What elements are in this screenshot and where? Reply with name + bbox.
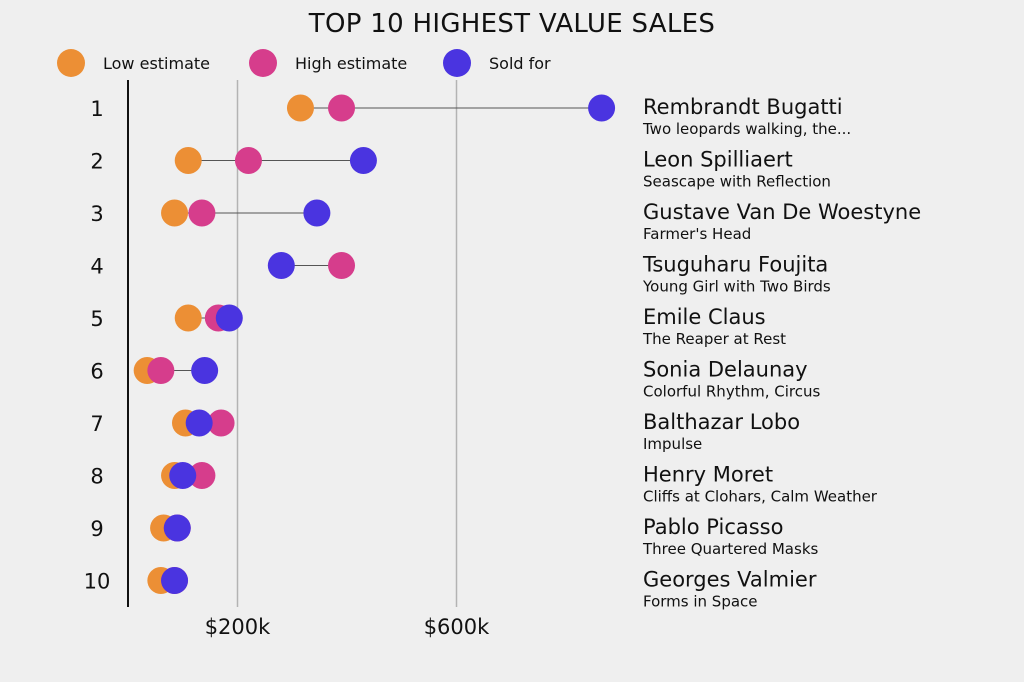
artwork-title: Two leopards walking, the...	[642, 120, 851, 138]
artist-name: Emile Claus	[643, 305, 766, 329]
artwork-title: Colorful Rhythm, Circus	[643, 383, 820, 401]
high-estimate-dot	[147, 357, 175, 384]
sold-for-dot	[267, 252, 295, 279]
artwork-title: Impulse	[643, 435, 702, 453]
rank-label: 10	[84, 570, 111, 594]
high-estimate-dot	[188, 462, 216, 489]
high-estimate-dot	[328, 252, 356, 279]
legend-label-low-estimate: Low estimate	[103, 53, 210, 73]
x-tick-label: $600k	[424, 615, 490, 639]
legend-swatch-sold-for	[443, 49, 471, 77]
artist-name: Henry Moret	[643, 463, 773, 487]
artist-name: Georges Valmier	[643, 568, 817, 592]
sold-for-dot	[215, 304, 243, 332]
high-estimate-dot	[328, 94, 356, 122]
artwork-title: Three Quartered Masks	[642, 540, 819, 558]
rank-label: 8	[90, 465, 103, 489]
rank-label: 2	[90, 150, 103, 174]
legend-item-high-estimate: High estimate	[249, 48, 407, 78]
artwork-title: Young Girl with Two Birds	[642, 278, 831, 296]
rank-label: 6	[90, 360, 103, 384]
sold-for-dot	[163, 514, 191, 542]
sold-for-dot	[169, 462, 197, 489]
low-estimate-dot	[286, 94, 314, 122]
high-estimate-dot	[207, 409, 235, 437]
artist-name: Pablo Picasso	[643, 515, 783, 539]
artist-name: Leon Spilliaert	[643, 148, 793, 172]
low-estimate-dot	[174, 304, 202, 332]
artwork-title: Forms in Space	[643, 593, 758, 611]
artwork-title: Cliffs at Clohars, Calm Weather	[643, 488, 878, 506]
legend-item-sold-for: Sold for	[443, 48, 551, 78]
sold-for-dot	[349, 147, 377, 174]
high-estimate-dot	[188, 199, 216, 227]
legend-item-low-estimate: Low estimate	[57, 48, 210, 78]
artist-name: Sonia Delaunay	[643, 358, 808, 382]
rank-label: 7	[90, 412, 103, 436]
sold-for-dot	[185, 409, 213, 437]
low-estimate-dot	[161, 199, 189, 227]
rank-label: 5	[90, 307, 103, 331]
artist-name: Rembrandt Bugatti	[643, 95, 843, 119]
sold-for-dot	[588, 94, 616, 122]
artist-name: Balthazar Lobo	[643, 410, 800, 434]
legend-label-high-estimate: High estimate	[295, 53, 408, 73]
low-estimate-dot	[174, 147, 202, 174]
rank-label: 1	[90, 97, 103, 121]
rank-label: 3	[90, 202, 103, 226]
chart-title: TOP 10 HIGHEST VALUE SALES	[308, 9, 716, 39]
high-estimate-dot	[234, 147, 262, 174]
artist-name: Tsuguharu Foujita	[642, 253, 828, 277]
artwork-title: The Reaper at Rest	[642, 330, 786, 348]
artist-name: Gustave Van De Woestyne	[643, 200, 921, 224]
x-tick-label: $200k	[205, 615, 271, 639]
artwork-title: Seascape with Reflection	[643, 173, 831, 191]
sold-for-dot	[303, 199, 331, 227]
rank-label: 9	[90, 517, 103, 541]
legend-swatch-low-estimate	[57, 49, 85, 77]
legend-label-sold-for: Sold for	[489, 53, 551, 73]
sold-for-dot	[191, 357, 219, 384]
artwork-title: Farmer's Head	[643, 225, 751, 243]
sold-for-dot	[161, 567, 189, 594]
legend-swatch-high-estimate	[249, 49, 277, 77]
rank-label: 4	[90, 255, 103, 279]
